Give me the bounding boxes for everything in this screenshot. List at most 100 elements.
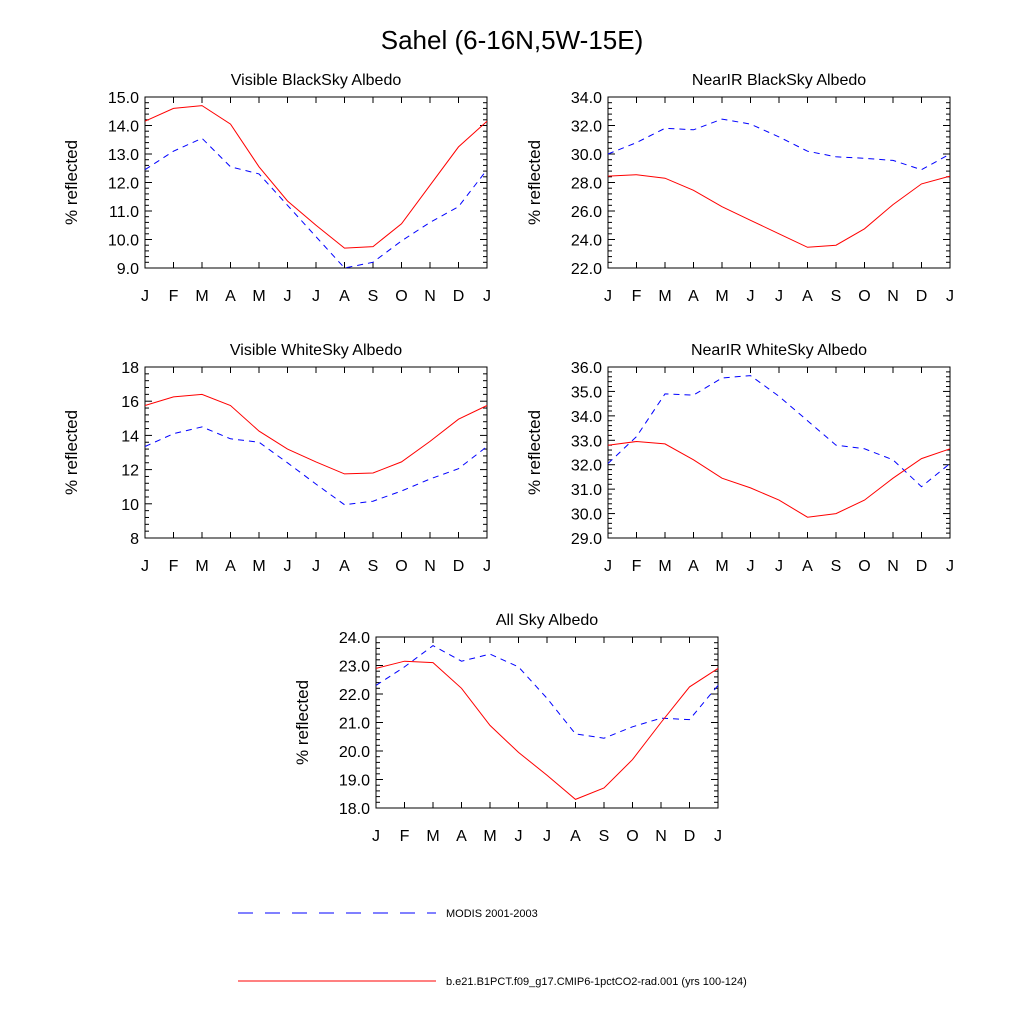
plot-frame: [607, 366, 951, 539]
x-tick-label: S: [599, 828, 610, 845]
x-tick-label: N: [887, 558, 899, 575]
series-modis-line: [144, 426, 488, 506]
y-tick-label: 35.0: [571, 384, 602, 401]
x-tick-label: M: [658, 288, 671, 305]
x-tick-label: J: [141, 288, 149, 305]
x-tick-label: J: [604, 288, 612, 305]
x-tick-label: N: [424, 288, 436, 305]
x-tick-label: A: [225, 558, 236, 575]
x-tick-label: M: [715, 288, 728, 305]
x-tick-label: S: [368, 288, 379, 305]
x-tick-label: O: [395, 288, 407, 305]
x-tick-label: O: [858, 288, 870, 305]
y-tick-label: 36.0: [571, 360, 602, 377]
x-tick-label: J: [284, 558, 292, 575]
y-tick-label: 12.0: [108, 176, 139, 193]
x-tick-label: J: [604, 558, 612, 575]
y-tick-label: 14: [121, 428, 139, 445]
x-tick-label: A: [225, 288, 236, 305]
y-tick-label: 32.0: [571, 458, 602, 475]
y-tick-label: 22.0: [571, 261, 602, 278]
y-tick-label: 18.0: [339, 801, 370, 818]
y-tick-label: 16: [121, 394, 139, 411]
x-tick-label: J: [775, 288, 783, 305]
series-modis-line: [607, 375, 951, 488]
y-tick-label: 8: [130, 531, 139, 548]
x-tick-label: J: [714, 828, 722, 845]
y-tick-label: 29.0: [571, 531, 602, 548]
legend-model-label: b.e21.B1PCT.f09_g17.CMIP6-1pctCO2-rad.00…: [446, 976, 747, 988]
y-tick-label: 11.0: [109, 204, 139, 221]
x-tick-label: J: [515, 828, 523, 845]
x-tick-label: O: [626, 828, 638, 845]
x-tick-label: S: [368, 558, 379, 575]
plot-frame: [144, 366, 488, 539]
chart-title: Visible BlackSky Albedo: [231, 72, 402, 89]
x-tick-label: F: [169, 558, 179, 575]
x-tick-label: J: [483, 288, 491, 305]
x-tick-label: A: [802, 288, 813, 305]
y-tick-label: 10: [121, 497, 139, 514]
plot-frame: [144, 96, 488, 269]
x-tick-label: N: [424, 558, 436, 575]
series-modis-line: [607, 118, 951, 171]
x-tick-label: M: [252, 288, 265, 305]
y-tick-label: 34.0: [571, 90, 602, 107]
y-tick-label: 18: [121, 360, 139, 377]
x-tick-label: M: [252, 558, 265, 575]
x-tick-label: M: [483, 828, 496, 845]
x-tick-label: J: [483, 558, 491, 575]
chart-title: NearIR BlackSky Albedo: [692, 72, 866, 89]
y-tick-label: 15.0: [108, 90, 139, 107]
x-tick-label: D: [916, 288, 928, 305]
legend-modis-label: MODIS 2001-2003: [446, 908, 538, 920]
x-tick-label: A: [570, 828, 581, 845]
x-tick-label: J: [946, 288, 954, 305]
x-tick-label: N: [655, 828, 667, 845]
series-model-line: [144, 105, 488, 249]
x-tick-label: D: [453, 288, 465, 305]
y-axis-label: % reflected: [62, 140, 81, 225]
x-tick-label: J: [312, 288, 320, 305]
y-tick-label: 24.0: [339, 630, 370, 647]
x-tick-label: A: [339, 558, 350, 575]
y-tick-label: 30.0: [571, 507, 602, 524]
x-tick-label: A: [802, 558, 813, 575]
y-tick-label: 23.0: [339, 659, 370, 676]
y-axis-label: % reflected: [62, 410, 81, 495]
x-tick-label: F: [632, 288, 642, 305]
y-axis-label: % reflected: [293, 680, 312, 765]
y-tick-label: 14.0: [108, 119, 139, 136]
chart-title: All Sky Albedo: [496, 612, 598, 629]
x-tick-label: O: [395, 558, 407, 575]
y-tick-label: 21.0: [339, 716, 370, 733]
y-tick-label: 28.0: [571, 176, 602, 193]
y-tick-label: 10.0: [108, 233, 139, 250]
y-tick-label: 9.0: [117, 261, 139, 278]
series-modis-line: [144, 137, 488, 269]
y-tick-label: 24.0: [571, 233, 602, 250]
y-axis-label: % reflected: [525, 140, 544, 225]
x-tick-label: J: [141, 558, 149, 575]
x-tick-label: J: [747, 288, 755, 305]
y-tick-label: 31.0: [571, 482, 602, 499]
y-tick-label: 22.0: [339, 687, 370, 704]
series-model-line: [375, 660, 719, 800]
y-tick-label: 20.0: [339, 744, 370, 761]
x-tick-label: F: [400, 828, 410, 845]
y-axis-label: % reflected: [525, 410, 544, 495]
x-tick-label: A: [688, 288, 699, 305]
x-tick-label: M: [658, 558, 671, 575]
x-tick-label: S: [831, 288, 842, 305]
x-tick-label: M: [195, 288, 208, 305]
x-tick-label: D: [684, 828, 696, 845]
x-tick-label: M: [715, 558, 728, 575]
chart-title: Visible WhiteSky Albedo: [230, 342, 402, 359]
x-tick-label: S: [831, 558, 842, 575]
